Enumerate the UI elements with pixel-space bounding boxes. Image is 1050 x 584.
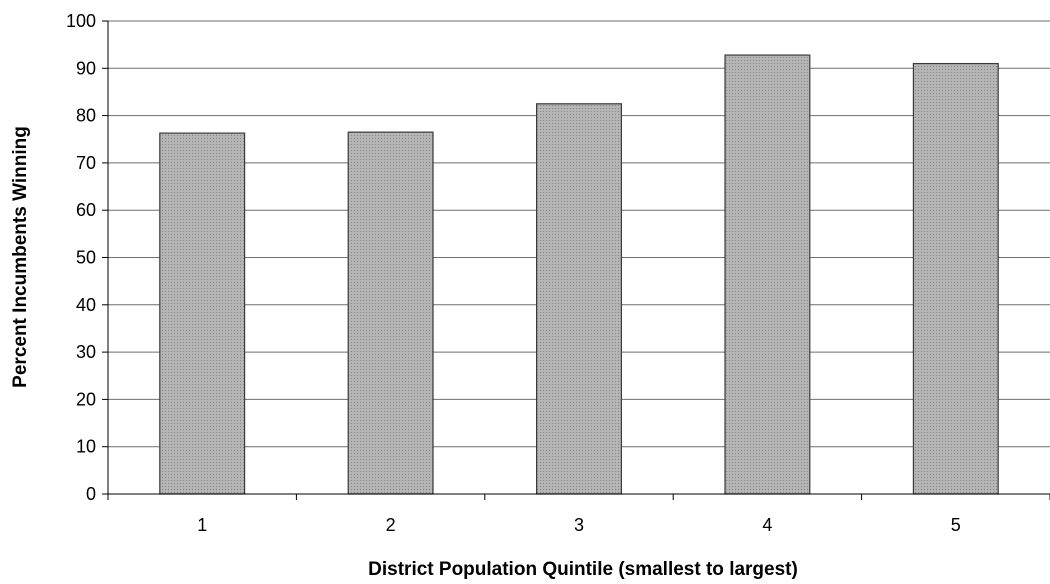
y-tick-label: 60 (76, 200, 96, 220)
bar-quintile-4 (724, 54, 811, 495)
bar-quintile-2 (347, 131, 434, 495)
x-tick-label: 1 (197, 515, 207, 535)
y-tick-labels: 0 10 20 30 40 50 60 70 80 90 100 (66, 11, 96, 504)
y-tick-label: 10 (76, 437, 96, 457)
y-tick-label: 70 (76, 153, 96, 173)
x-tick-label: 3 (574, 515, 584, 535)
y-axis-title: Percent Incumbents Winning (10, 126, 31, 388)
y-tick-label: 50 (76, 248, 96, 268)
x-tick-label: 4 (762, 515, 772, 535)
bar-quintile-1 (159, 132, 246, 495)
axes (102, 20, 1050, 500)
y-tick-label: 100 (66, 11, 96, 31)
bars (159, 54, 999, 495)
y-tick-label: 20 (76, 389, 96, 409)
bar-quintile-3 (536, 103, 622, 495)
y-tick-label: 40 (76, 295, 96, 315)
y-tick-label: 0 (86, 484, 96, 504)
y-tick-label: 80 (76, 106, 96, 126)
y-tick-label: 90 (76, 58, 96, 78)
x-tick-labels: 1 2 3 4 5 (197, 515, 961, 535)
x-axis-title: District Population Quintile (smallest t… (368, 559, 798, 580)
x-tick-label: 5 (951, 515, 961, 535)
bar-quintile-5 (912, 62, 999, 495)
y-tick-label: 30 (76, 342, 96, 362)
x-tick-label: 2 (386, 515, 396, 535)
